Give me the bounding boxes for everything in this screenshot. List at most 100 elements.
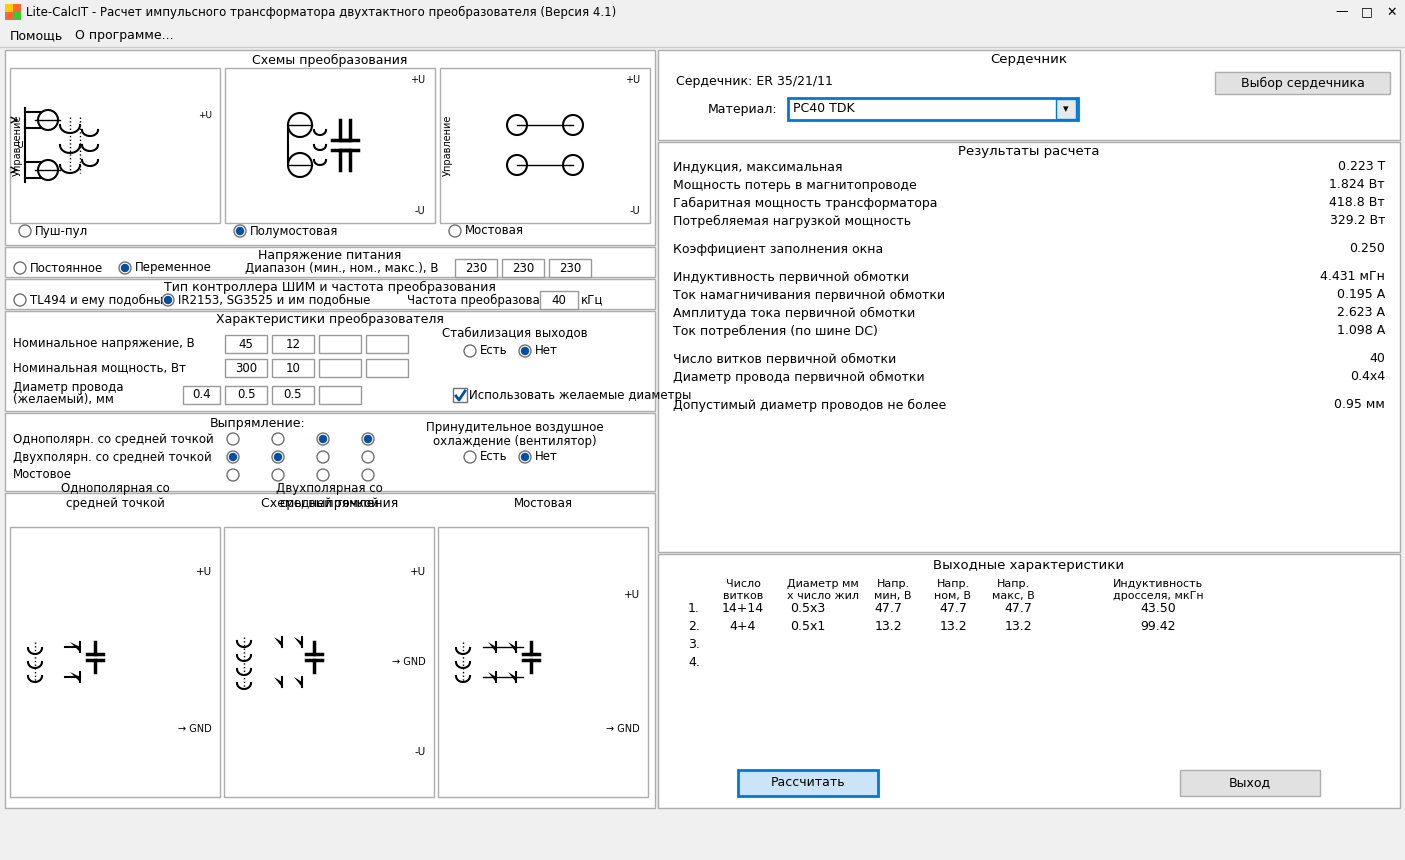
FancyBboxPatch shape (455, 259, 497, 277)
Text: Пуш-пул: Пуш-пул (35, 224, 89, 237)
Text: 43.50: 43.50 (1139, 603, 1176, 616)
Text: +U: +U (625, 75, 641, 85)
Text: Однополярн. со средней точкой: Однополярн. со средней точкой (13, 433, 214, 445)
Text: Число витков первичной обмотки: Число витков первичной обмотки (673, 353, 896, 366)
Text: Результаты расчета: Результаты расчета (958, 145, 1100, 158)
FancyBboxPatch shape (1331, 1, 1353, 23)
Text: 45: 45 (239, 337, 253, 351)
Circle shape (119, 262, 131, 274)
Polygon shape (274, 677, 282, 687)
Circle shape (20, 225, 31, 237)
Circle shape (228, 469, 239, 481)
Circle shape (288, 113, 312, 137)
Text: Рассчитать: Рассчитать (771, 777, 846, 789)
Circle shape (318, 433, 329, 445)
Text: Управление: Управление (13, 115, 22, 176)
Circle shape (38, 110, 58, 130)
Text: Габаритная мощность трансформатора: Габаритная мощность трансформатора (673, 196, 937, 210)
FancyBboxPatch shape (0, 0, 1405, 25)
Circle shape (235, 225, 246, 237)
FancyBboxPatch shape (6, 50, 655, 245)
Text: 4.431 мГн: 4.431 мГн (1321, 271, 1385, 284)
Text: 0.95 мм: 0.95 мм (1335, 398, 1385, 411)
Text: +U: +U (198, 110, 212, 120)
Text: Схемы выпрямления: Схемы выпрямления (261, 496, 399, 509)
Text: 40: 40 (552, 293, 566, 306)
Circle shape (164, 297, 171, 304)
Circle shape (507, 115, 527, 135)
Polygon shape (294, 637, 302, 647)
Text: -U: -U (629, 206, 641, 216)
Text: → GND: → GND (606, 724, 641, 734)
Text: охлаждение (вентилятор): охлаждение (вентилятор) (433, 434, 597, 447)
Polygon shape (509, 672, 516, 682)
FancyBboxPatch shape (225, 335, 267, 353)
Text: +U: +U (410, 567, 426, 577)
Text: Мостовая: Мостовая (513, 497, 572, 510)
Text: Мощность потерь в магнитопроводе: Мощность потерь в магнитопроводе (673, 179, 916, 192)
Text: -U: -U (15, 140, 25, 150)
Text: -U: -U (414, 747, 426, 757)
Text: □: □ (1360, 5, 1373, 19)
Text: 329.2 Вт: 329.2 Вт (1329, 214, 1385, 228)
Text: 0.5: 0.5 (237, 389, 256, 402)
Text: 13.2: 13.2 (1005, 621, 1031, 634)
Circle shape (273, 451, 284, 463)
FancyBboxPatch shape (658, 142, 1399, 552)
Text: О программе...: О программе... (74, 29, 174, 42)
Text: Потребляемая нагрузкой мощность: Потребляемая нагрузкой мощность (673, 214, 910, 228)
Text: PC40 TDK: PC40 TDK (792, 102, 854, 115)
Text: Принудительное воздушное: Принудительное воздушное (426, 421, 604, 433)
Text: 13.2: 13.2 (939, 621, 967, 634)
Text: Выходные характеристики: Выходные характеристики (933, 558, 1124, 572)
Circle shape (518, 451, 531, 463)
FancyBboxPatch shape (540, 291, 577, 309)
Circle shape (319, 435, 326, 443)
Circle shape (274, 453, 281, 460)
FancyBboxPatch shape (1180, 770, 1321, 796)
Circle shape (362, 469, 374, 481)
FancyBboxPatch shape (6, 279, 655, 309)
FancyBboxPatch shape (1380, 1, 1404, 23)
Text: 2.: 2. (688, 621, 700, 634)
FancyBboxPatch shape (0, 25, 1405, 47)
Text: —: — (1335, 5, 1347, 19)
FancyBboxPatch shape (658, 50, 1399, 140)
FancyBboxPatch shape (225, 68, 436, 223)
Text: Выход: Выход (1229, 777, 1272, 789)
Text: Lite-CalcIT - Расчет импульсного трансформатора двухтактного преобразователя (Ве: Lite-CalcIT - Расчет импульсного трансфо… (27, 6, 617, 19)
Text: 47.7: 47.7 (939, 603, 967, 616)
FancyBboxPatch shape (273, 386, 313, 404)
FancyBboxPatch shape (10, 527, 221, 797)
Text: Выпрямление:: Выпрямление: (209, 416, 306, 429)
Text: Сердечник: Сердечник (991, 53, 1068, 66)
FancyBboxPatch shape (365, 359, 407, 377)
Circle shape (318, 469, 329, 481)
FancyBboxPatch shape (223, 527, 434, 797)
Circle shape (450, 225, 461, 237)
Circle shape (162, 294, 174, 306)
Bar (6, 4, 13, 12)
Text: Нет: Нет (535, 451, 558, 464)
Circle shape (464, 451, 476, 463)
Text: Индуктивность первичной обмотки: Индуктивность первичной обмотки (673, 270, 909, 284)
Text: IR2153, SG3525 и им подобные: IR2153, SG3525 и им подобные (178, 293, 371, 306)
Circle shape (228, 451, 239, 463)
Text: → GND: → GND (178, 724, 212, 734)
Text: Диаметр провода: Диаметр провода (13, 382, 124, 395)
Polygon shape (294, 677, 302, 687)
Text: 300: 300 (235, 361, 257, 374)
FancyBboxPatch shape (1215, 72, 1390, 94)
Text: 4.: 4. (688, 656, 700, 669)
Text: Однополярная со
средней точкой: Однополярная со средней точкой (60, 482, 170, 510)
Text: 2.623 А: 2.623 А (1338, 306, 1385, 320)
FancyBboxPatch shape (273, 359, 313, 377)
Circle shape (563, 155, 583, 175)
Text: Сердечник: ER 35/21/11: Сердечник: ER 35/21/11 (676, 76, 833, 89)
FancyBboxPatch shape (319, 359, 361, 377)
FancyBboxPatch shape (225, 359, 267, 377)
Text: 1.824 Вт: 1.824 Вт (1329, 179, 1385, 192)
Text: 230: 230 (465, 261, 488, 274)
Text: ▾: ▾ (1064, 104, 1069, 114)
Text: Есть: Есть (481, 345, 507, 358)
